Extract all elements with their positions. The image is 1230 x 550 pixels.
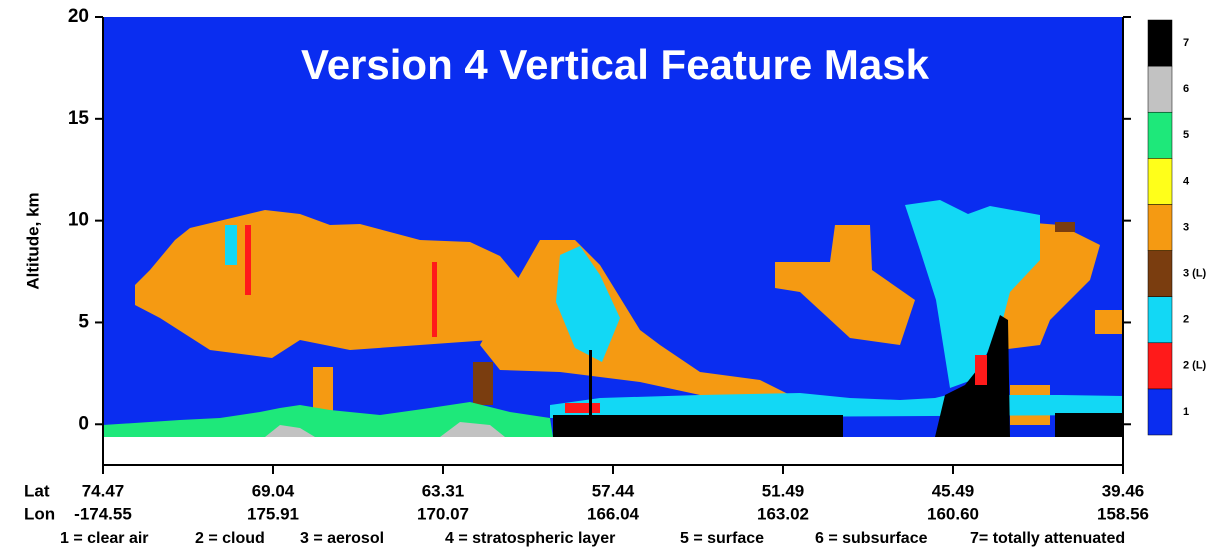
below-ground <box>103 437 1123 465</box>
x-tick-label: -174.55 <box>74 504 132 523</box>
y-tick-label: 10 <box>68 210 89 231</box>
colorbar-label: 3 <box>1183 221 1189 233</box>
cloud-low <box>975 355 987 385</box>
x-tick-label: 63.31 <box>422 481 465 500</box>
colorbar-label: 3 (L) <box>1183 268 1207 280</box>
x-tick-label: 39.46 <box>1102 481 1145 500</box>
legend-item: 4 = stratospheric layer <box>445 530 615 547</box>
colorbar-label: 6 <box>1183 83 1189 95</box>
cloud-low <box>565 403 600 413</box>
totally-attenuated <box>589 350 592 437</box>
colorbar-label: 2 <box>1183 314 1189 326</box>
x-tick-label: 170.07 <box>417 504 469 523</box>
y-axis-label: Altitude, km <box>23 192 42 289</box>
totally-attenuated <box>1055 413 1123 437</box>
colorbar-label: 2 (L) <box>1183 360 1207 372</box>
legend-item: 5 = surface <box>680 530 764 547</box>
stratospheric-aerosol <box>1055 222 1075 232</box>
colorbar-swatch <box>1148 66 1172 112</box>
totally-attenuated <box>553 415 843 437</box>
x-tick-label: 160.60 <box>927 504 979 523</box>
y-tick-label: 0 <box>78 413 89 434</box>
x-row-name: Lat <box>24 481 50 500</box>
colorbar-label: 5 <box>1183 129 1189 141</box>
aerosol-layer <box>1095 310 1123 334</box>
colorbar-label: 1 <box>1183 406 1189 418</box>
legend-item: 2 = cloud <box>195 530 265 547</box>
x-tick-label: 69.04 <box>252 481 295 500</box>
y-tick-label: 15 <box>68 108 90 129</box>
x-tick-label: 45.49 <box>932 481 975 500</box>
x-tick-label: 163.02 <box>757 504 809 523</box>
chart: Version 4 Vertical Feature Mask Altitude… <box>0 0 1230 550</box>
colorbar-label: 4 <box>1183 175 1190 187</box>
colorbar-swatch <box>1148 343 1172 389</box>
y-tick-label: 20 <box>68 6 89 27</box>
colorbar-swatch <box>1148 389 1172 435</box>
legend-item: 3 = aerosol <box>300 530 384 547</box>
y-tick-label: 5 <box>78 311 89 332</box>
legend-item: 6 = subsurface <box>815 530 928 547</box>
colorbar-swatch <box>1148 158 1172 204</box>
stratospheric-aerosol <box>473 362 493 405</box>
x-tick-label: 57.44 <box>592 481 635 500</box>
colorbar-swatch <box>1148 112 1172 158</box>
x-row-name: Lon <box>24 504 55 523</box>
cloud <box>225 225 237 265</box>
colorbar-label: 7 <box>1183 37 1189 49</box>
x-tick-label: 175.91 <box>247 504 299 523</box>
chart-title: Version 4 Vertical Feature Mask <box>301 41 930 88</box>
cloud-low <box>432 262 437 337</box>
legend-item: 7= totally attenuated <box>970 530 1125 547</box>
colorbar-swatch <box>1148 204 1172 250</box>
legend-item: 1 = clear air <box>60 530 149 547</box>
colorbar-swatch <box>1148 297 1172 343</box>
x-tick-label: 158.56 <box>1097 504 1149 523</box>
colorbar-swatch <box>1148 20 1172 66</box>
x-tick-label: 166.04 <box>587 504 640 523</box>
x-tick-label: 74.47 <box>82 481 125 500</box>
x-tick-label: 51.49 <box>762 481 805 500</box>
colorbar-swatch <box>1148 251 1172 297</box>
cloud-low <box>245 225 251 295</box>
